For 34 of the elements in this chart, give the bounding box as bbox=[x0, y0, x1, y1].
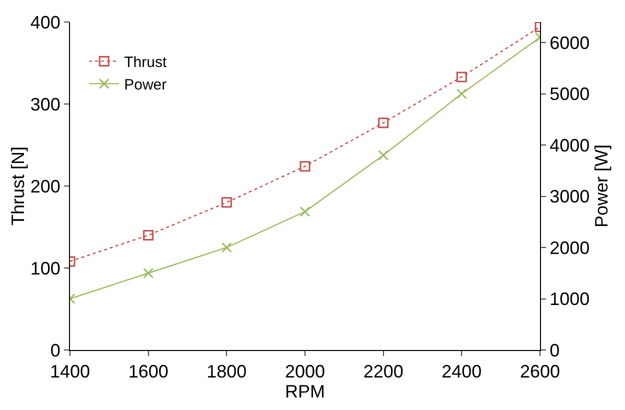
y-tick-label: 400 bbox=[30, 12, 60, 32]
x-axis-title: RPM bbox=[285, 382, 325, 402]
point bbox=[300, 206, 310, 217]
x-tick-label: 1400 bbox=[50, 362, 90, 382]
point bbox=[456, 72, 467, 82]
point bbox=[143, 230, 154, 240]
y2-tick-label: 5000 bbox=[550, 84, 590, 104]
point bbox=[300, 161, 310, 172]
point bbox=[456, 88, 467, 99]
y2-tick-label: 4000 bbox=[550, 135, 590, 156]
x-tick-label: 1800 bbox=[206, 362, 247, 382]
y2-tick-label: 0 bbox=[550, 340, 560, 360]
point bbox=[143, 268, 154, 278]
point bbox=[221, 242, 232, 253]
x-tick-label: 2400 bbox=[442, 362, 482, 382]
y-tick-label: 0 bbox=[50, 340, 60, 360]
y2-tick-label: 1000 bbox=[550, 289, 590, 310]
x-tick-label: 1600 bbox=[128, 362, 168, 382]
y-tick-label: 100 bbox=[30, 258, 60, 278]
y2-tick-label: 6000 bbox=[550, 32, 590, 53]
x-tick-label: 2600 bbox=[520, 362, 560, 382]
point bbox=[221, 197, 232, 208]
point bbox=[378, 118, 389, 128]
x-tick-label: 2000 bbox=[284, 362, 326, 382]
y2-tick-label: 3000 bbox=[550, 186, 590, 207]
legend-label: Power bbox=[124, 76, 167, 94]
legend-label: Thrust bbox=[124, 54, 168, 72]
y-tick-label: 300 bbox=[30, 94, 60, 114]
x-tick-label: 2200 bbox=[363, 362, 404, 382]
y2-tick-label: 2000 bbox=[550, 238, 590, 258]
y-axis-title: Thrust [N] bbox=[8, 146, 28, 226]
y2-axis-title: Power [W] bbox=[592, 144, 612, 228]
y-tick-label: 200 bbox=[30, 176, 60, 196]
point bbox=[378, 150, 389, 160]
